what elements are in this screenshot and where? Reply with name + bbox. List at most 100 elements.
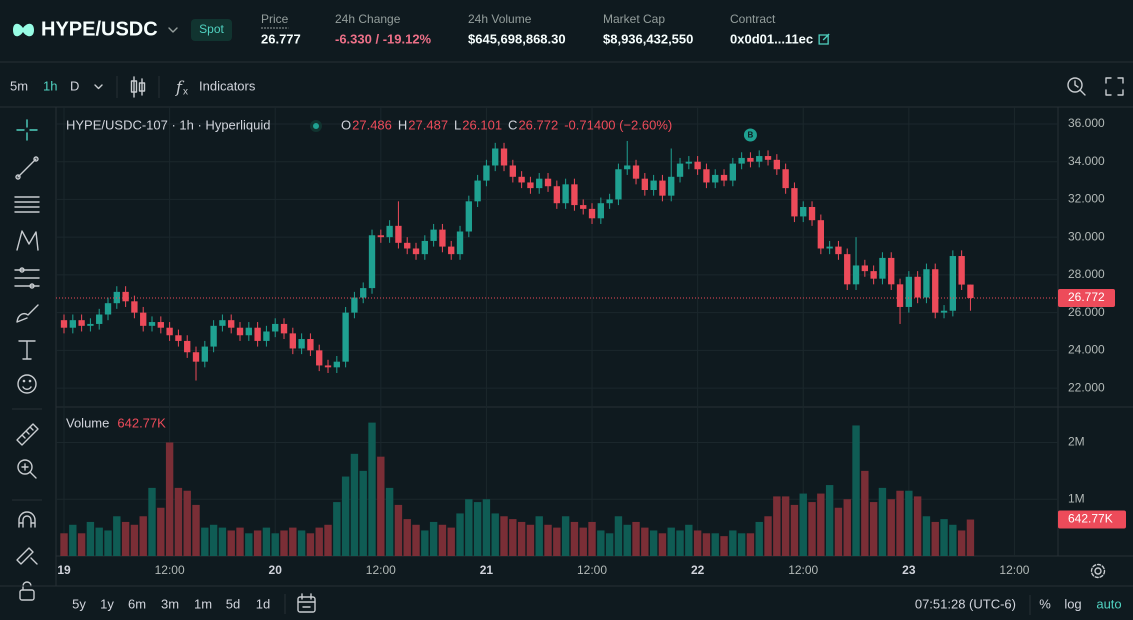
candle-body — [791, 188, 798, 217]
candle-body — [624, 165, 631, 170]
candle-body — [861, 265, 869, 272]
range-button[interactable]: 3m — [161, 596, 179, 611]
stat-label: Market Cap — [603, 12, 665, 26]
x-tick-label: 12:00 — [999, 563, 1029, 577]
volume-bar — [271, 533, 279, 556]
candle-body — [800, 206, 807, 217]
candle-body — [773, 159, 780, 170]
range-button[interactable]: 1y — [100, 596, 114, 611]
volume-bar — [517, 521, 526, 556]
ohlc-key: H — [398, 117, 407, 132]
scale-option[interactable]: log — [1064, 596, 1081, 611]
indicators-button[interactable]: Indicators — [199, 78, 256, 93]
volume-bar — [808, 502, 816, 556]
external-link-icon[interactable] — [818, 33, 830, 45]
lock-drawing-tool[interactable] — [16, 547, 38, 565]
volume-bar — [412, 524, 420, 556]
settings-button[interactable] — [1090, 563, 1106, 579]
scale-option[interactable]: % — [1039, 596, 1051, 611]
candle-body — [756, 156, 763, 162]
volume-bar — [509, 519, 517, 556]
stat-label: 24h Change — [335, 12, 401, 26]
volume-bar — [113, 516, 121, 556]
candle-body — [272, 323, 279, 332]
candle-body — [157, 322, 164, 328]
candle-body — [712, 174, 719, 183]
candle-body — [685, 161, 692, 164]
pattern-tool[interactable] — [16, 230, 39, 251]
pair-dropdown[interactable] — [168, 27, 178, 33]
fib-tool[interactable] — [14, 196, 40, 213]
candle-body — [580, 205, 587, 209]
stat-value: -6.330 / -19.12% — [335, 31, 432, 46]
trend-line-tool[interactable] — [15, 156, 39, 180]
emoji-tool[interactable] — [17, 374, 37, 394]
candle-body — [228, 320, 235, 328]
range-button[interactable]: 6m — [128, 596, 146, 611]
candle-body — [703, 169, 710, 183]
volume-bar — [597, 530, 605, 556]
volume-bar — [931, 521, 939, 556]
volume-bar — [253, 530, 262, 556]
text-tool[interactable] — [18, 340, 36, 360]
volume-bar — [183, 490, 191, 556]
volume-bar — [825, 485, 834, 556]
candle-body — [96, 314, 103, 324]
interval-button[interactable]: 5m — [10, 78, 28, 93]
candle-body — [500, 148, 508, 166]
range-button[interactable]: 1d — [256, 596, 270, 611]
interval-button[interactable]: 1h — [43, 78, 57, 93]
grid: 19 12:00 20 12:00 21 12:00 22 12:00 23 12:00 22.00… — [56, 107, 1105, 577]
interval-dropdown[interactable] — [94, 84, 103, 90]
stat-label: Price — [261, 12, 289, 26]
volume-bar — [192, 504, 200, 556]
y-tick-label: 34.000 — [1068, 154, 1105, 168]
candles — [60, 140, 974, 381]
pair-name[interactable]: HYPE/USDC — [41, 18, 158, 40]
candle-body — [738, 157, 745, 164]
scale-option[interactable]: auto — [1096, 596, 1121, 611]
replay-button[interactable] — [1067, 77, 1086, 96]
logo[interactable] — [13, 23, 34, 37]
candle-body — [184, 340, 191, 353]
volume-bar — [121, 521, 130, 556]
candle-body — [219, 320, 226, 326]
ohlc-value: 26.101 — [462, 117, 502, 132]
range-button[interactable]: 5d — [226, 596, 240, 611]
range-button[interactable]: 5y — [72, 596, 86, 611]
magnet-tool[interactable] — [18, 511, 36, 528]
volume-bar — [394, 504, 403, 556]
y-tick-label: 36.000 — [1068, 116, 1105, 130]
candle-body — [923, 269, 930, 298]
chart-title: HYPE/USDC-107 · 1h · Hyperliquid — [66, 117, 270, 132]
interval-button[interactable]: D — [70, 78, 79, 93]
candle-body — [940, 310, 948, 313]
volume-title: Volume — [66, 415, 109, 430]
prediction-tool[interactable] — [14, 267, 40, 289]
candle-body — [597, 203, 604, 219]
date-range-button[interactable] — [297, 593, 316, 613]
zoom-tool[interactable] — [17, 459, 37, 479]
fullscreen-button[interactable] — [1105, 77, 1124, 96]
candle-body — [201, 346, 208, 362]
volume-bar — [456, 513, 464, 556]
volume-bar — [403, 519, 411, 556]
volume-bar — [799, 493, 807, 556]
volume-bar — [755, 521, 763, 556]
brush-tool[interactable] — [16, 304, 39, 323]
crosshair-tool[interactable] — [16, 119, 38, 141]
chart-type-button[interactable] — [130, 76, 146, 98]
volume-value: 642.77K — [117, 415, 166, 430]
candle-body — [465, 201, 472, 232]
ruler-tool[interactable] — [16, 423, 39, 446]
stat-value[interactable]: 0x0d01...11ec — [730, 31, 813, 46]
volume-bar — [333, 502, 341, 556]
candle-body — [448, 246, 455, 255]
candle-body — [659, 180, 666, 196]
range-button[interactable]: 1m — [194, 596, 212, 611]
y-tick-label: 22.000 — [1068, 380, 1105, 394]
trade-marker[interactable] — [743, 128, 757, 142]
volume-bar — [905, 490, 913, 556]
volume-bar — [676, 530, 684, 556]
volume-bar — [588, 521, 596, 556]
